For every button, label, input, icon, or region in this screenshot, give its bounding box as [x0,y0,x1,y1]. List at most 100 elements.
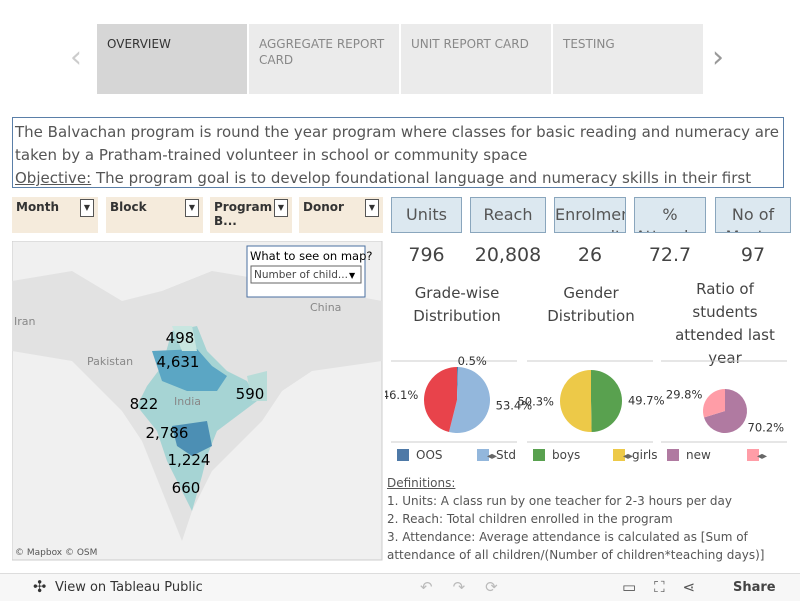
place-label: Iran [14,315,36,328]
legend-label: Std [496,448,516,462]
legend-scroll: ◂▸ [757,451,767,462]
definition-line: attendance of all children/(Number of ch… [387,548,765,562]
tableau-icon: ✣ [33,577,47,596]
pie-slice [703,389,747,433]
kpi-button[interactable]: No of Master [715,197,791,233]
description-line: The Balvachan program is round the year … [15,123,779,141]
place-label: India [174,395,201,408]
kpi-value: 796 [408,244,445,266]
kpi-button[interactable]: Enrolment per unit [554,197,626,233]
toolbar-icons: ↶↷⟳ [420,578,518,596]
pie-slice [559,370,592,432]
kpi-button[interactable]: Units [391,197,462,233]
definitions-title: Definitions: [387,476,456,490]
kpi-value: 72.7 [648,244,692,266]
pie-title: Gender [563,284,619,302]
dropdown[interactable]: ▼ [274,199,288,217]
place-label: Pakistan [87,355,133,368]
share-button[interactable]: Share [733,580,776,595]
legend-swatch [533,449,545,461]
map-control-dropdown[interactable] [250,265,362,284]
tab[interactable]: TESTING [553,24,703,94]
filter[interactable]: Program B... ▼ [210,197,292,233]
tab[interactable]: OVERVIEW [97,24,247,94]
region [172,421,212,456]
pie-title: Distribution [547,307,635,325]
pie-slice [703,389,725,418]
legend-label: OOS [416,448,443,462]
map-value-label: 498 [166,329,195,347]
view-link[interactable]: View on Tableau Public [55,580,203,595]
filter-label: Block [110,200,147,214]
legend-swatch [667,449,679,461]
legend-scroll: ◂▸ [623,451,633,462]
dropdown[interactable]: ▼ [185,199,199,217]
definition-line: 3. Attendance: Average attendance is cal… [387,530,748,544]
tab[interactable]: UNIT REPORT CARD [401,24,551,94]
pie-title: year [708,349,742,367]
legend-swatch [397,449,409,461]
map-value-label: 822 [130,395,159,413]
dropdown[interactable]: ▼ [80,199,94,217]
pie-value-label: 29.8% [666,387,703,401]
definitions: Definitions: 1. Units: A class run by on… [387,474,787,572]
next-arrow[interactable]: › [712,40,724,75]
legend-label: new [686,448,711,462]
objective-text: The program goal is to develop foundatio… [95,169,752,187]
map-control-value: Number of child... [254,269,348,281]
pie-title: Grade-wise [415,284,500,302]
map-value-label: 2,786 [146,424,189,442]
pie-value-label: 0.5% [458,354,487,368]
place-label: China [310,301,341,314]
tab[interactable]: AGGREGATE REPORT CARD [249,24,399,94]
legend-label: boys [552,448,580,462]
toolbar-icons: ▭⛶⋖ [622,578,714,596]
dropdown[interactable]: ▼ [365,199,379,217]
filter-label: Program B... [214,200,273,228]
toolbar: ✣ View on Tableau Public ↶↷⟳ ▭⛶⋖ Share [0,573,800,601]
description-line: taken by a Pratham-trained volunteer in … [15,146,528,164]
kpi-value: 97 [740,244,766,266]
definition-line: 2. Reach: Total children enrolled in the… [387,512,673,526]
pie-title: students [692,303,757,321]
filter-label: Month [16,200,60,214]
filter[interactable]: Donor ▼ [299,197,383,233]
kpi-button[interactable]: Reach [470,197,546,233]
legend-label: girls [632,448,657,462]
objective-label: Objective: [15,169,92,187]
pie-title: Ratio of [696,280,754,298]
pie-title: Distribution [413,307,501,325]
filter-label: Donor [303,200,344,214]
pie-value-label: 70.2% [748,421,785,435]
map-value-label: 590 [236,385,265,403]
dropdown-arrow: ▼ [349,271,356,280]
pie-value-label: 49.7% [628,394,665,408]
map-value-label: 1,224 [168,451,211,469]
definition-line: 1. Units: A class run by one teacher for… [387,494,732,508]
kpi-value: 26 [577,244,603,266]
legend-swatch [747,449,759,461]
region [247,371,267,401]
pie-value-label: 46.1% [385,388,418,402]
pie-slice [448,367,490,433]
map-value-label: 4,631 [157,353,200,371]
kpi-value: 20,808 [474,244,542,266]
prev-arrow[interactable]: ‹ [70,40,82,75]
map[interactable]: Iran Pakistan India China 498 4,631 822 … [12,241,383,561]
pie-value-label: 50.3% [517,394,554,408]
pie-title: attended last [675,326,775,344]
description: The Balvachan program is round the year … [12,117,784,188]
pie-slice [424,367,457,433]
pie-value-label: 53.4% [496,398,533,412]
objective: Objective: The program goal is to develo… [15,167,781,187]
legend-swatch [477,449,489,461]
filter[interactable]: Month ▼ [12,197,98,233]
map-control-title: What to see on map? [250,249,373,263]
pie-slice [457,367,459,400]
map-credits: © Mapbox © OSM [15,548,97,558]
map-value-label: 660 [172,479,201,497]
filter[interactable]: Block ▼ [106,197,203,233]
region [152,349,227,391]
kpi-button[interactable]: % Attendance [634,197,706,233]
